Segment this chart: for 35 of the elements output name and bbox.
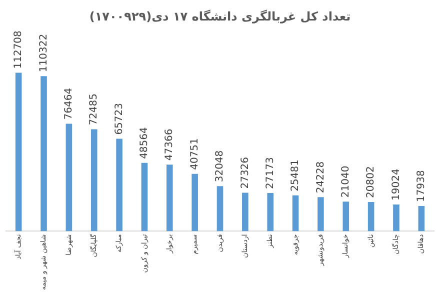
bar xyxy=(292,195,299,232)
data-label: 32048 xyxy=(214,150,226,182)
data-label: 76464 xyxy=(64,88,75,120)
data-label: 27173 xyxy=(264,157,276,189)
data-label: 112708 xyxy=(13,30,24,69)
data-label: 47366 xyxy=(164,128,176,161)
data-label: 21040 xyxy=(340,166,352,198)
data-label: 40751 xyxy=(189,138,200,170)
data-label: 72485 xyxy=(88,93,100,126)
data-label: 24228 xyxy=(315,161,326,194)
data-label: 48564 xyxy=(139,127,150,159)
data-label: 20802 xyxy=(366,166,377,198)
bar xyxy=(166,164,173,232)
bar xyxy=(66,124,72,232)
data-label: 25481 xyxy=(290,160,302,192)
bar xyxy=(40,76,47,232)
bar xyxy=(393,204,400,232)
bar xyxy=(418,206,425,232)
bar xyxy=(116,138,122,232)
data-label: 27326 xyxy=(240,156,251,189)
bar xyxy=(368,202,374,232)
bar xyxy=(141,162,148,232)
chart-title: (۱۷۰۰۹۲۹)تعداد کل غربالگری دانشگاه ۱۷ دی xyxy=(89,9,351,24)
data-label: 65723 xyxy=(114,103,125,135)
bar xyxy=(15,72,22,232)
bar xyxy=(216,186,224,232)
data-label: 19024 xyxy=(390,168,402,200)
bar xyxy=(318,197,324,232)
bar xyxy=(90,129,98,232)
bar xyxy=(267,193,274,232)
data-label: 110322 xyxy=(38,34,50,72)
data-label: 17938 xyxy=(416,170,428,202)
bar xyxy=(192,174,198,232)
bar xyxy=(342,202,350,232)
bar xyxy=(242,192,248,232)
